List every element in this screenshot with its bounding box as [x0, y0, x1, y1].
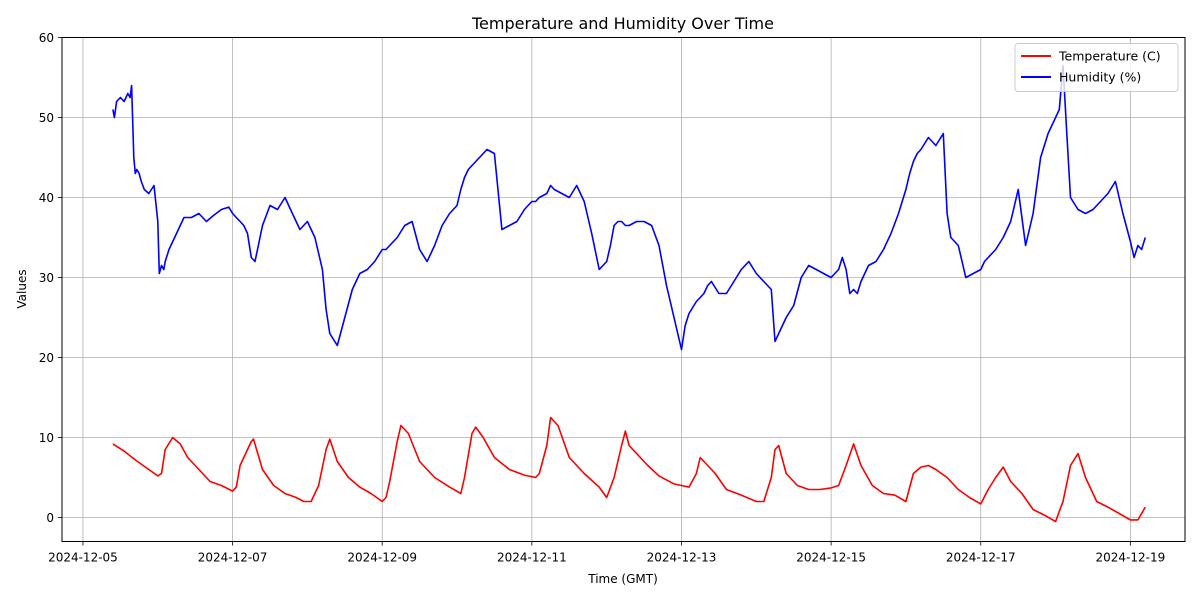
y-tick-label: 60: [39, 31, 54, 45]
legend-box: [1014, 43, 1179, 92]
chart-title: Temperature and Humidity Over Time: [471, 14, 774, 33]
series-line-humidity: [112, 64, 1147, 351]
x-tick-label: 2024-12-05: [48, 551, 118, 565]
y-tick-label: 50: [39, 111, 54, 125]
grid-lines: [62, 37, 1185, 542]
y-tick-label: 20: [39, 351, 54, 365]
plot-area-frame: [61, 37, 1186, 542]
x-tick-label: 2024-12-11: [497, 551, 567, 565]
legend-label-temperature: Temperature (C): [1058, 49, 1161, 64]
x-axis-label: Time (GMT): [587, 572, 658, 586]
x-tick-label: 2024-12-15: [796, 551, 866, 565]
legend-label-humidity: Humidity (%): [1059, 70, 1141, 85]
y-tick-label: 40: [39, 191, 54, 205]
y-axis-label: Values: [15, 269, 29, 308]
x-tick-label: 2024-12-19: [1096, 551, 1166, 565]
series-layer: [112, 64, 1147, 523]
legend: Temperature (C) Humidity (%): [1014, 43, 1179, 92]
y-tick-label: 0: [46, 511, 54, 525]
x-tick-label: 2024-12-13: [647, 551, 717, 565]
y-tick-label: 30: [39, 271, 54, 285]
series-line-temperature: [112, 416, 1146, 523]
x-tick-label: 2024-12-17: [946, 551, 1016, 565]
x-tick-label: 2024-12-09: [347, 551, 417, 565]
y-axis-ticks: 0 10 20 30 40 50 60: [39, 31, 62, 525]
x-axis-ticks: 2024-12-05 2024-12-07 2024-12-09 2024-12-11…: [48, 541, 1166, 565]
y-tick-label: 10: [39, 431, 54, 445]
x-tick-label: 2024-12-07: [198, 551, 268, 565]
